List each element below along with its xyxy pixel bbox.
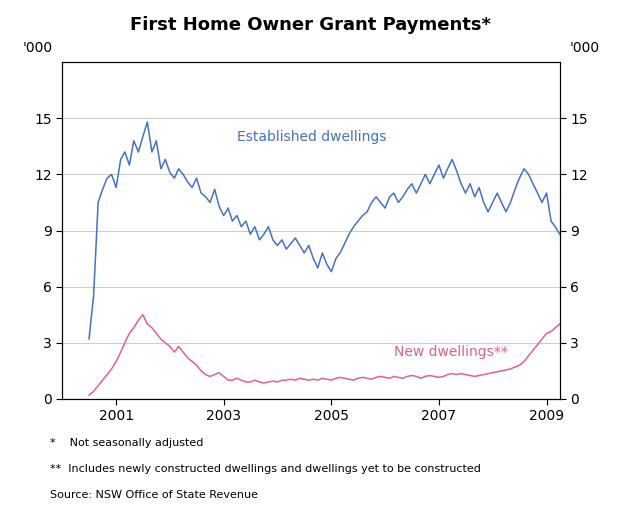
Text: Source: NSW Office of State Revenue: Source: NSW Office of State Revenue: [50, 490, 258, 499]
Text: '000: '000: [22, 41, 52, 55]
Text: Established dwellings: Established dwellings: [237, 130, 386, 143]
Text: **  Includes newly constructed dwellings and dwellings yet to be constructed: ** Includes newly constructed dwellings …: [50, 464, 481, 473]
Text: First Home Owner Grant Payments*: First Home Owner Grant Payments*: [131, 16, 491, 34]
Text: *    Not seasonally adjusted: * Not seasonally adjusted: [50, 438, 203, 448]
Text: '000: '000: [570, 41, 600, 55]
Text: New dwellings**: New dwellings**: [394, 345, 508, 359]
